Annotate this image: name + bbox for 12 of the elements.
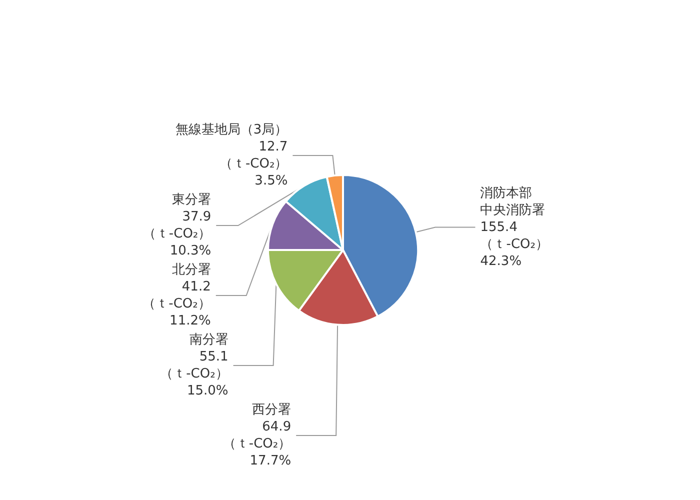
slice-label: 西分署 — [252, 402, 292, 418]
slice-label: 北分署 — [172, 262, 211, 278]
slice-label: 消防本部中央消防署 — [480, 186, 546, 218]
slice-label: 東分署 — [172, 192, 212, 208]
data-label: 55.1 （ｔ-CO₂） 15.0% — [160, 350, 228, 399]
data-label: 12.7 （ｔ-CO₂） 3.5% — [219, 140, 288, 189]
data-label: 41.2 （ｔ-CO₂） 11.2% — [142, 280, 211, 329]
slice-label: 無線基地局（3局） — [175, 122, 288, 138]
data-label: 64.9 （ｔ-CO₂） 17.7% — [222, 420, 292, 469]
data-label: 155.4 （ｔ-CO₂） 42.3% — [480, 220, 548, 269]
data-label: 37.9 （ｔ-CO₂） 10.3% — [142, 210, 212, 259]
slice-label: 南分署 — [189, 332, 228, 348]
